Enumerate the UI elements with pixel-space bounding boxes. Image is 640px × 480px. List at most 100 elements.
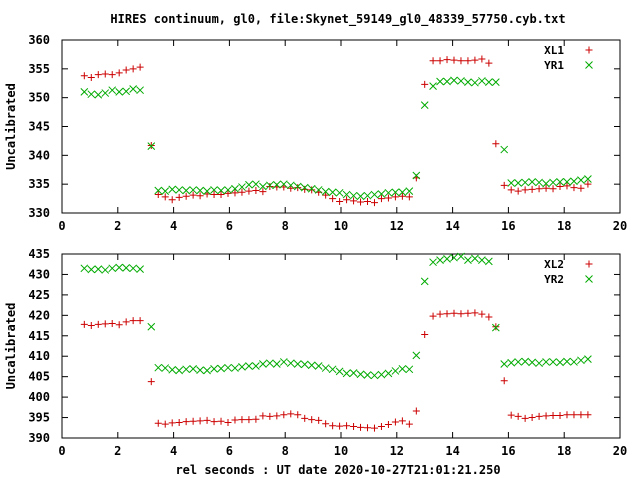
legend-marker bbox=[585, 61, 593, 69]
x-tick-label: 6 bbox=[226, 444, 233, 458]
y-tick-label: 430 bbox=[28, 267, 50, 281]
data-point bbox=[436, 77, 444, 86]
data-point bbox=[87, 322, 95, 330]
data-point bbox=[147, 378, 155, 386]
data-point bbox=[492, 140, 500, 148]
data-point bbox=[203, 416, 211, 424]
data-point bbox=[384, 369, 393, 378]
data-point bbox=[514, 179, 523, 187]
data-point bbox=[429, 312, 437, 320]
data-point bbox=[500, 360, 509, 368]
data-point bbox=[478, 55, 486, 63]
data-point bbox=[364, 197, 372, 205]
data-point bbox=[528, 414, 536, 422]
data-point bbox=[301, 414, 309, 422]
data-point bbox=[507, 179, 516, 187]
data-point bbox=[307, 361, 316, 370]
data-point bbox=[391, 367, 400, 375]
legend-label: YR1 bbox=[544, 59, 564, 72]
data-point bbox=[457, 77, 465, 85]
y-tick-label: 410 bbox=[28, 349, 50, 363]
data-point bbox=[122, 66, 130, 74]
data-point bbox=[377, 423, 385, 431]
data-point bbox=[336, 197, 344, 205]
data-point bbox=[450, 76, 458, 85]
data-point bbox=[238, 416, 246, 424]
x-tick-label: 0 bbox=[58, 219, 65, 233]
data-point bbox=[457, 252, 465, 261]
series-XL1 bbox=[80, 55, 592, 207]
data-point bbox=[377, 190, 386, 198]
data-point bbox=[485, 313, 493, 321]
data-point bbox=[412, 171, 421, 180]
data-point bbox=[210, 418, 218, 426]
data-point bbox=[80, 320, 88, 328]
data-point bbox=[210, 365, 218, 373]
data-point bbox=[154, 363, 163, 372]
data-point bbox=[175, 418, 183, 426]
data-point bbox=[570, 184, 578, 192]
data-point bbox=[122, 264, 131, 272]
data-point bbox=[478, 256, 486, 264]
data-point bbox=[535, 185, 543, 193]
data-point bbox=[584, 411, 592, 419]
data-point bbox=[350, 423, 358, 431]
data-point bbox=[286, 181, 295, 190]
data-point bbox=[252, 180, 260, 189]
data-point bbox=[87, 265, 96, 274]
data-point bbox=[478, 77, 486, 85]
data-point bbox=[528, 358, 536, 367]
data-point bbox=[391, 418, 399, 426]
x-tick-label: 16 bbox=[501, 444, 515, 458]
data-point bbox=[570, 177, 578, 186]
data-point bbox=[224, 186, 232, 194]
y-tick-label: 350 bbox=[28, 91, 50, 105]
data-point bbox=[224, 363, 232, 372]
x-tick-label: 6 bbox=[226, 219, 233, 233]
data-point bbox=[443, 56, 451, 64]
x-tick-label: 20 bbox=[613, 219, 627, 233]
data-point bbox=[136, 265, 144, 273]
data-point bbox=[217, 186, 225, 195]
data-point bbox=[94, 90, 103, 99]
data-point bbox=[384, 421, 392, 429]
x-tick-label: 16 bbox=[501, 219, 515, 233]
data-point bbox=[322, 420, 330, 428]
data-point bbox=[245, 187, 253, 195]
data-point bbox=[507, 358, 516, 367]
data-point bbox=[168, 185, 177, 194]
bottom-panel: 0 2 4 6 8 10 12 14 16 18 20 390 395 400 405 410 415 420 42… bbox=[4, 247, 627, 458]
data-point bbox=[154, 191, 162, 199]
data-point bbox=[279, 358, 288, 366]
data-point bbox=[343, 196, 351, 204]
data-point bbox=[266, 181, 274, 190]
data-point bbox=[335, 188, 344, 197]
data-point bbox=[108, 264, 117, 273]
data-point bbox=[421, 80, 429, 88]
x-axis-label: rel seconds : UT date 2020-10-27T21:01:2… bbox=[175, 463, 500, 477]
data-point bbox=[528, 178, 536, 186]
data-point bbox=[231, 189, 239, 197]
data-point bbox=[429, 57, 437, 65]
data-point bbox=[570, 411, 578, 419]
data-point bbox=[356, 370, 365, 379]
data-point bbox=[329, 422, 337, 430]
y-tick-label: 395 bbox=[28, 411, 50, 425]
data-point bbox=[343, 422, 351, 430]
data-point bbox=[272, 180, 281, 189]
legend-marker bbox=[585, 260, 593, 268]
data-point bbox=[328, 365, 337, 374]
legend-marker bbox=[585, 46, 593, 54]
data-point bbox=[549, 358, 557, 366]
data-point bbox=[293, 360, 302, 368]
data-point bbox=[471, 78, 479, 87]
data-point bbox=[521, 186, 529, 194]
y-tick-label: 355 bbox=[28, 62, 50, 76]
data-point bbox=[577, 411, 585, 419]
data-point bbox=[549, 178, 557, 187]
data-point bbox=[210, 186, 218, 194]
data-point bbox=[507, 186, 515, 194]
x-tick-label: 8 bbox=[282, 444, 289, 458]
data-point bbox=[421, 331, 429, 339]
data-point bbox=[405, 187, 414, 195]
